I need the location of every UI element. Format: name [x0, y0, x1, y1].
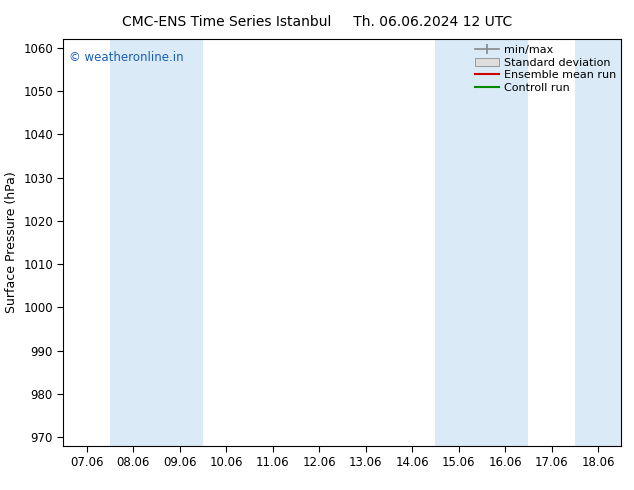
- Legend: min/max, Standard deviation, Ensemble mean run, Controll run: min/max, Standard deviation, Ensemble me…: [472, 43, 618, 96]
- Y-axis label: Surface Pressure (hPa): Surface Pressure (hPa): [4, 172, 18, 314]
- Text: CMC-ENS Time Series Istanbul     Th. 06.06.2024 12 UTC: CMC-ENS Time Series Istanbul Th. 06.06.2…: [122, 15, 512, 29]
- Bar: [436, 39, 482, 446]
- Bar: [110, 39, 157, 446]
- Bar: [157, 39, 203, 446]
- Bar: [482, 39, 528, 446]
- Bar: [575, 39, 621, 446]
- Text: © weatheronline.in: © weatheronline.in: [69, 51, 184, 64]
